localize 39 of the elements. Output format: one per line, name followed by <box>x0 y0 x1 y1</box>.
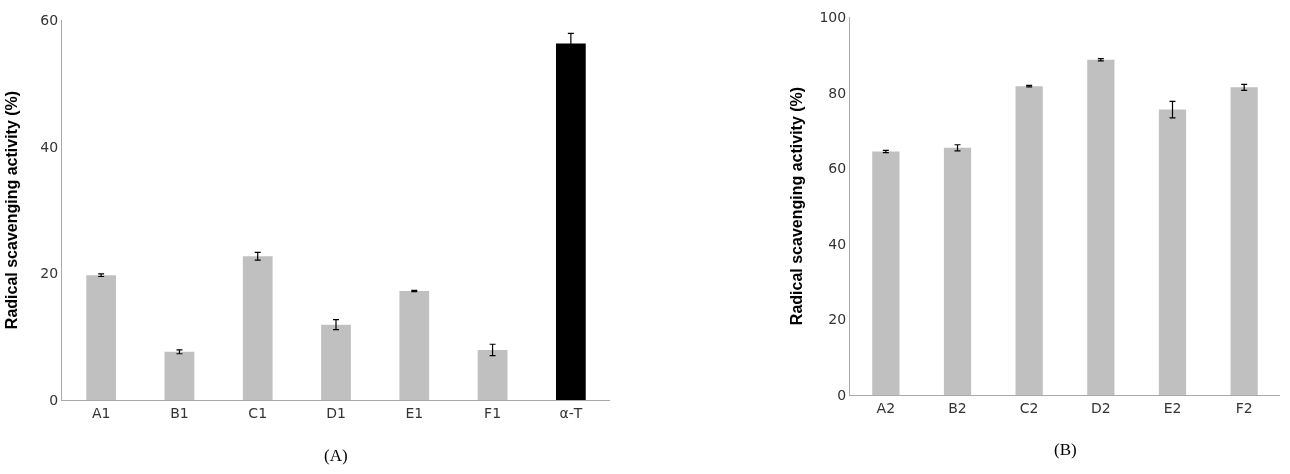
x-tick-label: α-T <box>559 404 583 421</box>
y-tick-label: 80 <box>828 84 847 101</box>
bar <box>477 349 508 400</box>
x-tick-label: E1 <box>405 404 424 421</box>
x-tick-label: F1 <box>484 404 502 421</box>
bar <box>399 291 430 400</box>
y-tick-label: 20 <box>828 311 847 328</box>
bar <box>1015 86 1043 395</box>
y-tick-label: 0 <box>49 391 59 408</box>
y-tick-label: 100 <box>819 8 847 25</box>
y-tick-label: 20 <box>40 265 59 282</box>
x-tick-label: D1 <box>326 404 346 421</box>
x-tick-label: E2 <box>1163 399 1182 416</box>
y-tick-label: 40 <box>828 235 847 252</box>
bar <box>1230 87 1258 395</box>
x-tick-label: B2 <box>948 399 967 416</box>
bar <box>1158 109 1187 395</box>
text: (B) <box>1054 440 1077 459</box>
x-tick-label: C1 <box>248 404 268 421</box>
bar <box>321 324 351 400</box>
bar <box>872 151 900 395</box>
bar <box>86 275 117 400</box>
y-tick-label: 60 <box>40 11 59 28</box>
y-tick-label: 40 <box>40 138 59 155</box>
bar <box>1087 59 1115 395</box>
y-axis-title: Radical scavenging activity (%) <box>788 86 806 326</box>
text: (A) <box>324 446 348 465</box>
x-tick-label: B1 <box>170 404 189 421</box>
x-tick-label: D2 <box>1090 399 1111 416</box>
x-tick-label: A2 <box>876 399 896 416</box>
bar <box>242 256 273 400</box>
bar <box>943 147 972 395</box>
x-tick-label: F2 <box>1235 399 1253 416</box>
bar <box>164 351 195 400</box>
y-axis-title: Radical scavenging activity (%) <box>3 90 21 330</box>
y-tick-label: 60 <box>828 160 847 177</box>
y-tick-label: 0 <box>837 386 847 403</box>
x-tick-label: C2 <box>1019 399 1039 416</box>
x-tick-label: A1 <box>91 404 111 421</box>
